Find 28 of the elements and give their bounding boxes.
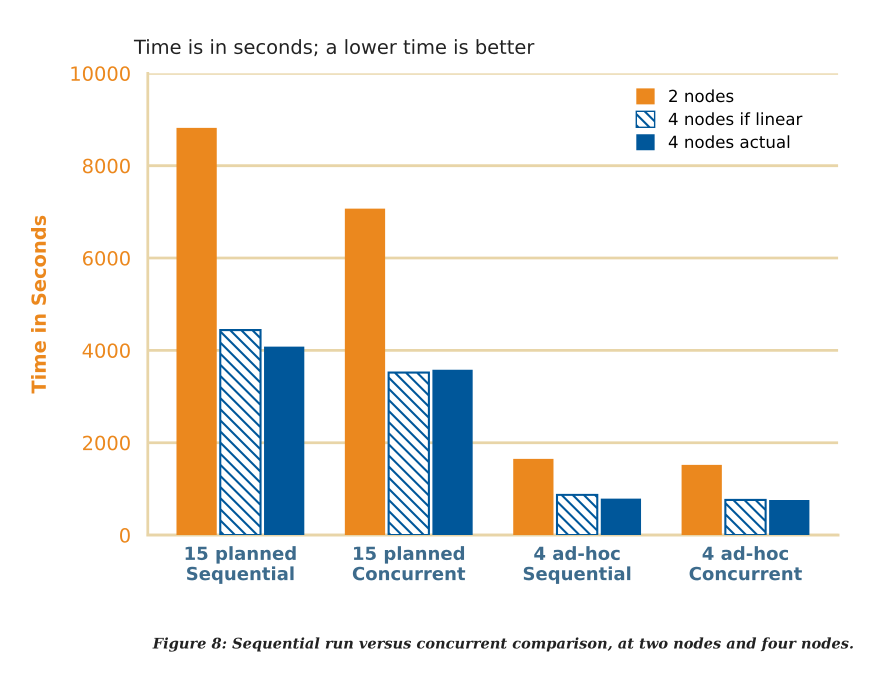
bar xyxy=(769,500,810,536)
chart-title: Time is in seconds; a lower time is better xyxy=(134,39,534,56)
bar xyxy=(600,498,642,536)
caption: Figure 8: Sequential run versus concurrent comparison, at two nodes and four nodes. xyxy=(152,637,853,652)
bar xyxy=(682,464,722,536)
bar xyxy=(344,208,386,536)
bar xyxy=(264,346,304,536)
y-tick-label: 8000 xyxy=(82,158,130,174)
y-tick-label: 10000 xyxy=(71,66,130,81)
legend-label: 4 nodes if linear xyxy=(668,112,802,126)
x-tick-label: 15 planned Sequential xyxy=(186,546,296,584)
y-axis-title: Time in Seconds xyxy=(31,216,46,394)
y-tick-label: 6000 xyxy=(83,250,130,266)
bar xyxy=(176,128,217,536)
y-tick-label: 0 xyxy=(120,528,130,543)
x-tick-label: 15 planned Concurrent xyxy=(352,546,466,580)
bar xyxy=(219,329,262,536)
bar xyxy=(724,498,767,536)
y-tick-label: 2000 xyxy=(83,436,130,450)
legend-label: 2 nodes xyxy=(669,89,734,102)
bar xyxy=(556,494,598,536)
x-tick-label: 4 ad-hoc Sequential xyxy=(524,546,630,584)
bar xyxy=(432,370,473,536)
legend-label: 4 nodes actual xyxy=(668,135,790,148)
y-tick-label: 4000 xyxy=(82,343,130,358)
x-tick-label: 4 ad-hoc Concurrent xyxy=(690,546,802,580)
bar xyxy=(388,371,430,536)
bar xyxy=(513,458,554,536)
